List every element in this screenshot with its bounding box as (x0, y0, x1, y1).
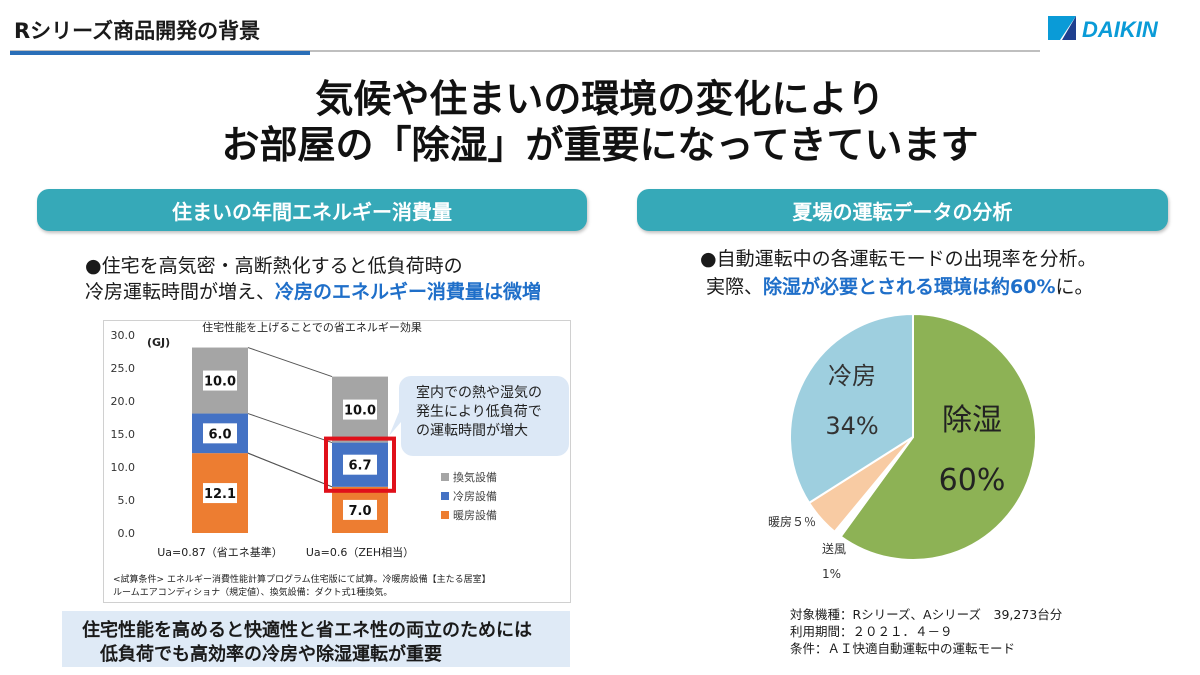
headline-line-1: 気候や住まいの環境の変化により (315, 77, 885, 121)
right-desc-line-2: 実際、除湿が必要とされる環境は約60%に。 (706, 276, 1094, 298)
footnote-line-2: ルームエアコンディショナ（規定値）、換気設備：ダクト式1種換気。 (113, 588, 393, 598)
page-section-title: Rシリーズ商品開発の背景 (14, 19, 261, 43)
slice-pct-fan: 1% (822, 567, 841, 581)
callout-text: 室内での熱や湿気の 発生により低負荷で の運転時間が増大 (416, 384, 542, 441)
right-section-header: 夏場の運転データの分析 (637, 189, 1168, 231)
meta-condition: 条件：ＡＩ快適自動運転中の運転モード (790, 641, 1016, 656)
conclusion-line-1: 住宅性能を高めると快適性と省エネ性の両立のためには (82, 620, 532, 641)
pie-slice (807, 436, 914, 534)
left-desc-line-2: 冷房運転時間が増え、冷房のエネルギー消費量は微増 (85, 281, 542, 303)
right-desc-line-1: ●自動運転中の各運転モードの出現率を分析。 (700, 248, 1097, 270)
left-section-header: 住まいの年間エネルギー消費量 (37, 189, 587, 231)
slice-label-heating: 暖房５％ (768, 514, 816, 529)
conclusion-box (62, 611, 570, 667)
headline-line-2: お部屋の「除湿」が重要になってきています (221, 123, 979, 167)
daikin-logo: DAIKIN (1048, 16, 1159, 42)
slice-pct-dehumidify: 60% (939, 463, 1006, 498)
pie-slice (833, 436, 914, 538)
left-desc-line-1: ●住宅を高気密・高断熱化すると低負荷時の (85, 255, 463, 277)
slice-label-dehumidify: 除湿 (942, 403, 1002, 438)
header-divider (10, 50, 1040, 52)
pie-slice (789, 312, 914, 505)
bar-chart-frame (103, 320, 571, 603)
callout-line-3: の運転時間が増大 (416, 423, 528, 439)
callout-line-1: 室内での熱や湿気の (416, 385, 542, 401)
svg-text:DAIKIN: DAIKIN (1082, 17, 1159, 42)
header-accent-bar (10, 51, 310, 55)
left-desc-highlight: 冷房のエネルギー消費量は微増 (275, 281, 542, 303)
conclusion-line-2: 低負荷でも高効率の冷房や除湿運転が重要 (100, 644, 442, 665)
slice-label-fan: 送風 (822, 541, 846, 556)
meta-period: 利用期間：２０２１．４－９ (790, 624, 953, 639)
pie-slice (839, 312, 1037, 561)
footnote-line-1: <試算条件> エネルギー消費性能計算プログラム住宅版にて試算。冷暖房設備【主たる… (113, 575, 491, 585)
callout-line-2: 発生により低負荷で (416, 404, 542, 420)
right-desc-highlight: 除湿が必要とされる環境は約60% (763, 276, 1056, 298)
slice-pct-cooling: 34% (825, 412, 878, 440)
meta-target-models: 対象機種：Rシリーズ、Aシリーズ 39,273台分 (790, 607, 1063, 622)
slice-label-cooling: 冷房 (828, 362, 876, 390)
